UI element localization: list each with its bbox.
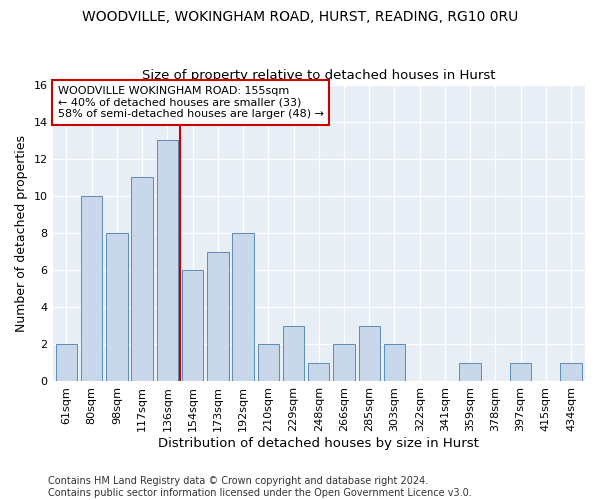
Bar [207,252,229,382]
Bar [333,344,355,382]
Bar [359,326,380,382]
Bar [157,140,178,382]
Bar [308,363,329,382]
Text: WOODVILLE WOKINGHAM ROAD: 155sqm
← 40% of detached houses are smaller (33)
58% o: WOODVILLE WOKINGHAM ROAD: 155sqm ← 40% o… [58,86,324,119]
Bar [460,363,481,382]
Bar [131,178,153,382]
X-axis label: Distribution of detached houses by size in Hurst: Distribution of detached houses by size … [158,437,479,450]
Bar [182,270,203,382]
Text: Contains HM Land Registry data © Crown copyright and database right 2024.
Contai: Contains HM Land Registry data © Crown c… [48,476,472,498]
Bar [81,196,103,382]
Text: WOODVILLE, WOKINGHAM ROAD, HURST, READING, RG10 0RU: WOODVILLE, WOKINGHAM ROAD, HURST, READIN… [82,10,518,24]
Bar [257,344,279,382]
Bar [384,344,405,382]
Bar [560,363,582,382]
Bar [56,344,77,382]
Bar [232,233,254,382]
Bar [510,363,532,382]
Bar [106,233,128,382]
Title: Size of property relative to detached houses in Hurst: Size of property relative to detached ho… [142,69,496,82]
Bar [283,326,304,382]
Y-axis label: Number of detached properties: Number of detached properties [15,134,28,332]
